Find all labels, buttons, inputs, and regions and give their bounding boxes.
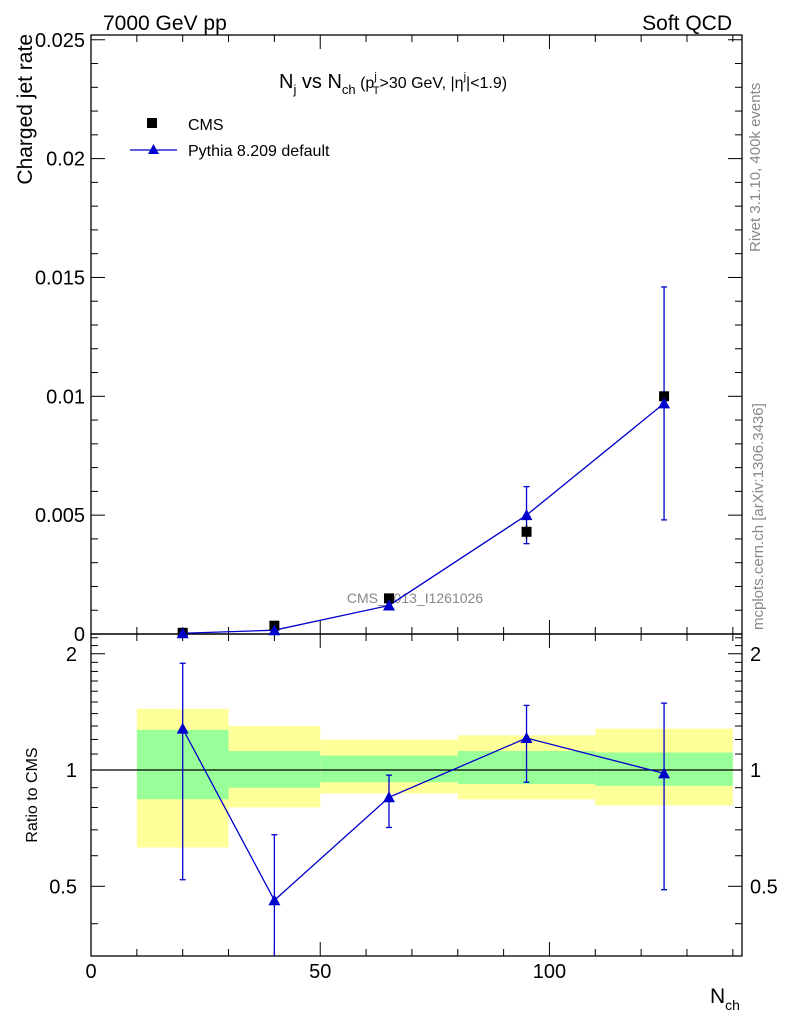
x-axis-label: Nch xyxy=(710,985,740,1013)
title-eta-sup: j xyxy=(463,71,466,83)
ratio-point-1 xyxy=(268,894,281,906)
ratio-point-0 xyxy=(176,722,189,734)
title-ch-sub: ch xyxy=(342,82,356,97)
ratio-point-4 xyxy=(658,767,671,779)
cms-point-3 xyxy=(521,526,532,537)
header-right: Soft QCD xyxy=(642,12,732,35)
ratio-point-3 xyxy=(520,732,533,744)
x-tick-label-1: 50 xyxy=(309,961,331,983)
title-j-sub: j xyxy=(292,82,296,97)
ratio-data-series xyxy=(176,662,671,956)
main-data-series xyxy=(176,286,671,639)
analysis-watermark: CMS_2013_I1261026 xyxy=(347,590,483,606)
pythia-point-4 xyxy=(658,397,671,409)
x-axis-label-n: N xyxy=(710,985,725,1008)
ratio-y-axis: 0.5 0.5 1 1 2 2 xyxy=(49,637,778,925)
main-y-tick-label-3: 0.015 xyxy=(35,267,85,289)
cms-point-2 xyxy=(383,593,394,604)
main-y-axis: 0 0.005 0.01 0.015 0.02 0.025 xyxy=(35,30,742,646)
legend-cms-label: CMS xyxy=(188,117,224,134)
x-axis-label-sub: ch xyxy=(725,997,740,1013)
rivet-version-text: Rivet 3.1.10, 400k events xyxy=(747,83,764,252)
x-tick-label-2: 100 xyxy=(533,961,566,983)
main-y-tick-label-0: 0 xyxy=(74,624,85,646)
main-y-tick-label-5: 0.025 xyxy=(35,30,85,52)
title-pt-sup: j xyxy=(373,71,376,83)
x-tick-label-0: 0 xyxy=(85,961,96,983)
legend-pythia-marker xyxy=(148,144,159,154)
title-vs: vs N xyxy=(296,71,342,93)
pythia-point-3 xyxy=(520,509,533,521)
pythia-point-0 xyxy=(176,627,189,639)
pythia-point-1 xyxy=(268,624,281,636)
pythia-point-2 xyxy=(382,599,395,611)
title-n: N xyxy=(279,71,293,93)
title-pt-sub: T xyxy=(373,85,380,97)
legend: CMS Pythia 8.209 default xyxy=(130,117,330,160)
ratio-y-tick-label-left-2: 2 xyxy=(66,644,77,666)
ratio-y-axis-label: Ratio to CMS xyxy=(24,747,41,842)
ratio-point-2 xyxy=(382,791,395,803)
main-y-tick-label-1: 0.005 xyxy=(35,505,85,527)
legend-cms-marker xyxy=(147,118,157,128)
ratio-y-tick-label-left-1: 1 xyxy=(66,760,77,782)
cms-point-4 xyxy=(659,391,670,402)
legend-pythia-label: Pythia 8.209 default xyxy=(188,143,330,160)
title-paren: (p xyxy=(356,75,375,92)
main-y-axis-label: Charged jet rate xyxy=(14,34,37,185)
ratio-y-tick-label-left-0: 0.5 xyxy=(49,876,77,898)
title-cut1: >30 GeV, |η xyxy=(380,75,464,92)
title-cut2: |<1.9) xyxy=(466,75,507,92)
ratio-plot-frame xyxy=(90,633,743,957)
header-left: 7000 GeV pp xyxy=(103,12,227,35)
main-y-tick-label-2: 0.01 xyxy=(46,386,85,408)
band-inner-1 xyxy=(228,751,321,788)
ratio-y-tick-label-right-0: 0.5 xyxy=(750,876,778,898)
mcplots-reference-text: mcplots.cern.ch [arXiv:1306.3436] xyxy=(750,403,767,630)
plot-title: Nj vs Nch (pj T>30 GeV, |ηj|<1.9) xyxy=(279,71,507,97)
ratio-y-tick-label-right-2: 2 xyxy=(750,644,761,666)
main-y-tick-label-4: 0.02 xyxy=(46,149,85,171)
ratio-y-tick-label-right-1: 1 xyxy=(750,760,761,782)
